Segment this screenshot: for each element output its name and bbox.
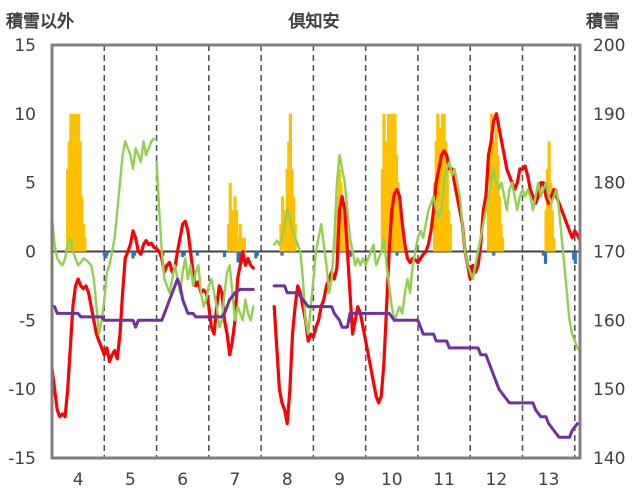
left-tick-label: 5 bbox=[25, 174, 36, 194]
bar-1 bbox=[222, 251, 227, 258]
right-tick-label: 180 bbox=[593, 174, 625, 194]
left-tick-label: 10 bbox=[14, 105, 36, 125]
x-tick-label: 13 bbox=[538, 470, 560, 490]
plot-marks bbox=[52, 112, 580, 439]
bar-0 bbox=[552, 237, 556, 252]
series-line-2 bbox=[52, 112, 580, 426]
left-axis-label: 積雪以外 bbox=[6, 11, 74, 32]
bar-1 bbox=[543, 251, 548, 264]
bar-0 bbox=[83, 237, 87, 252]
right-tick-label: 200 bbox=[593, 36, 625, 56]
left-tick-label: 15 bbox=[14, 36, 36, 56]
bar-1 bbox=[280, 251, 284, 256]
vertical-gridlines bbox=[103, 45, 576, 458]
plot-frame bbox=[50, 43, 582, 460]
bar-1 bbox=[492, 251, 496, 256]
chart-title: 倶知安 bbox=[288, 11, 340, 32]
right-tick-label: 170 bbox=[593, 243, 625, 263]
x-tick-label: 5 bbox=[125, 470, 136, 490]
right-tick-label: 140 bbox=[593, 449, 625, 469]
right-tick-label: 190 bbox=[593, 105, 625, 125]
bar-0 bbox=[448, 223, 452, 252]
bar-1 bbox=[573, 251, 577, 264]
plot-border bbox=[50, 43, 582, 460]
bar-0 bbox=[240, 237, 244, 252]
bar-0 bbox=[341, 210, 345, 252]
left-tick-label: -15 bbox=[8, 449, 36, 469]
bar-1 bbox=[182, 251, 186, 256]
x-tick-label: 8 bbox=[282, 470, 293, 490]
x-tick-label: 12 bbox=[486, 470, 508, 490]
bar-0 bbox=[550, 210, 554, 252]
bar-1 bbox=[195, 251, 199, 256]
bar-1 bbox=[541, 251, 546, 256]
bar-0 bbox=[236, 237, 240, 252]
left-tick-label: -5 bbox=[19, 311, 36, 331]
x-tick-label: 9 bbox=[334, 470, 345, 490]
bar-0 bbox=[501, 237, 505, 252]
x-tick-label: 6 bbox=[177, 470, 188, 490]
right-axis-ticks: 200 190 180 170 160 150 140 bbox=[593, 36, 625, 469]
series-line-3 bbox=[52, 137, 580, 352]
right-tick-label: 150 bbox=[593, 380, 625, 400]
x-tick-label: 11 bbox=[433, 470, 455, 490]
x-tick-label: 10 bbox=[381, 470, 403, 490]
bar-0 bbox=[242, 237, 246, 252]
x-tick-label: 7 bbox=[230, 470, 241, 490]
left-tick-label: 0 bbox=[25, 243, 36, 263]
bar-1 bbox=[395, 251, 399, 256]
bar-1 bbox=[348, 251, 352, 258]
bar-1 bbox=[132, 251, 137, 256]
x-axis-ticks: 4 5 6 7 8 9 10 11 12 13 bbox=[73, 470, 560, 490]
right-axis-label: 積雪 bbox=[586, 11, 620, 32]
series-line-4 bbox=[52, 277, 580, 439]
bar-0 bbox=[238, 223, 242, 252]
left-axis-ticks: 15 10 5 0 -5 -10 -15 bbox=[8, 36, 36, 469]
bar-1 bbox=[255, 251, 260, 256]
bar-0 bbox=[401, 237, 405, 252]
x-tick-label: 4 bbox=[73, 470, 84, 490]
bar-0 bbox=[234, 210, 239, 252]
bar-1 bbox=[105, 251, 109, 256]
left-tick-label: -10 bbox=[8, 380, 36, 400]
right-tick-label: 160 bbox=[593, 311, 625, 331]
